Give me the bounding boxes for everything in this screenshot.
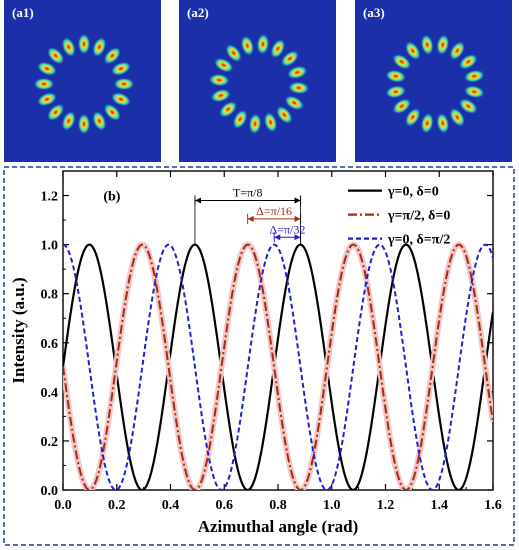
x-tick-label: 0.8 xyxy=(269,498,287,513)
annotation-arrow xyxy=(294,234,301,241)
intensity-lobe xyxy=(287,81,310,95)
intensity-lobe xyxy=(46,46,65,65)
panel-a3: (a3) xyxy=(355,0,512,162)
intensity-lobe xyxy=(263,111,278,133)
intensity-lobe xyxy=(404,40,421,61)
annotation-label-1: T=π/8 xyxy=(233,185,263,199)
intensity-lobe xyxy=(384,69,407,83)
intensity-lobe xyxy=(286,65,308,80)
y-tick-label: 0.0 xyxy=(41,484,59,499)
intensity-lobe xyxy=(458,98,479,115)
intensity-lobe xyxy=(103,103,122,122)
x-tick-label: 1.4 xyxy=(431,498,449,513)
intensity-lobe xyxy=(280,50,300,68)
intensity-lobe xyxy=(36,91,58,107)
x-tick-label: 0.6 xyxy=(216,498,234,513)
annotation-arrow xyxy=(294,197,301,204)
plot-layer: 0.0 0.2 0.4 0.6 0.8 1.0 1.2 1.4 1.6 0.0 0.2 0.4 0.6 0… xyxy=(9,170,502,536)
x-tick-label: 0.4 xyxy=(162,498,180,513)
intensity-lobe xyxy=(61,36,77,58)
intensity-lobe xyxy=(61,110,77,132)
intensity-lobe xyxy=(33,77,55,91)
intensity-lobe xyxy=(248,112,262,135)
intensity-lobe xyxy=(463,69,486,83)
intensity-lobe xyxy=(436,112,450,135)
intensity-lobe xyxy=(449,40,466,61)
lobe-ring-a1 xyxy=(33,33,135,135)
y-tick-label: 1.2 xyxy=(41,190,59,205)
panel-label-a1: (a1) xyxy=(12,5,34,20)
lobe-ring-a2 xyxy=(208,33,310,135)
intensity-lobe xyxy=(77,113,91,135)
intensity-lobe xyxy=(436,33,450,56)
panel-label-b: (b) xyxy=(103,190,120,205)
intensity-lobe xyxy=(210,88,232,103)
y-tick-label: 0.4 xyxy=(41,386,59,401)
intensity-lobe xyxy=(110,91,132,107)
y-tick-label: 0.2 xyxy=(41,435,59,450)
lobe-ring-a3 xyxy=(384,33,486,135)
intensity-lobe xyxy=(404,107,421,128)
y-tick-label: 1.0 xyxy=(41,239,59,254)
intensity-lobe xyxy=(275,105,293,125)
intensity-lobe xyxy=(232,109,248,130)
legend-label-2: γ=π/2, δ=0 xyxy=(387,209,450,224)
intensity-lobe xyxy=(218,100,238,118)
annotation-arrow xyxy=(194,197,201,204)
intensity-lobe xyxy=(91,36,107,58)
intensity-lobe xyxy=(256,33,270,56)
intensity-lobe xyxy=(240,35,255,57)
panel-a1: (a1) xyxy=(4,0,161,162)
series-line-2 xyxy=(63,243,493,490)
legend-label-3: γ=0, δ=π/2 xyxy=(387,233,450,248)
y-tick-label: 0.6 xyxy=(41,337,59,352)
panel-label-a2: (a2) xyxy=(187,5,209,20)
y-tick-label: 0.8 xyxy=(41,288,59,303)
chart-dashed-frame xyxy=(3,166,515,546)
intensity-lobe xyxy=(384,85,407,99)
intensity-lobe xyxy=(391,98,412,115)
x-tick-label: 1.6 xyxy=(484,498,502,513)
annotation-label-3: Δ=π/32 xyxy=(269,222,305,236)
intensity-lobe xyxy=(270,38,286,59)
intensity-lobe xyxy=(463,85,486,99)
intensity-lobe xyxy=(225,43,243,63)
y-axis-label: Intensity (a.u.) xyxy=(9,277,28,383)
intensity-lobe xyxy=(208,73,231,87)
series-halo xyxy=(63,241,493,490)
intensity-lobe xyxy=(46,103,65,122)
series-line-1 xyxy=(63,243,493,490)
intensity-lobe xyxy=(91,110,107,132)
intensity-lobe xyxy=(391,53,412,70)
intensity-lobe xyxy=(113,77,135,91)
x-tick-label: 0.0 xyxy=(54,498,72,513)
intensity-lobe xyxy=(77,33,91,55)
intensity-lobe xyxy=(110,61,132,77)
intensity-lobe xyxy=(36,61,58,77)
x-tick-label: 0.2 xyxy=(108,498,126,513)
panel-label-a3: (a3) xyxy=(363,5,385,20)
intensity-lobe xyxy=(213,57,234,73)
panel-a2: (a2) xyxy=(179,0,336,162)
legend-label-1: γ=0, δ=0 xyxy=(387,185,439,200)
annotation-arrow xyxy=(247,215,254,222)
intensity-lobe xyxy=(458,53,479,70)
intensity-lobe xyxy=(420,33,434,56)
intensity-lobe xyxy=(449,107,466,128)
intensity-lobe xyxy=(284,95,305,111)
x-tick-label: 1.2 xyxy=(377,498,395,513)
intensity-lobe xyxy=(420,112,434,135)
intensity-chart: 0.0 0.2 0.4 0.6 0.8 1.0 1.2 1.4 1.6 0.0 0.2 0.4 0.6 0… xyxy=(3,166,515,546)
annotation-label-2: Δ=π/16 xyxy=(256,204,292,218)
x-tick-label: 1.0 xyxy=(323,498,341,513)
intensity-lobe xyxy=(103,46,122,65)
annotation-arrow xyxy=(294,215,301,222)
x-axis-label: Azimuthal angle (rad) xyxy=(198,517,359,536)
annotation-arrow xyxy=(274,234,281,241)
